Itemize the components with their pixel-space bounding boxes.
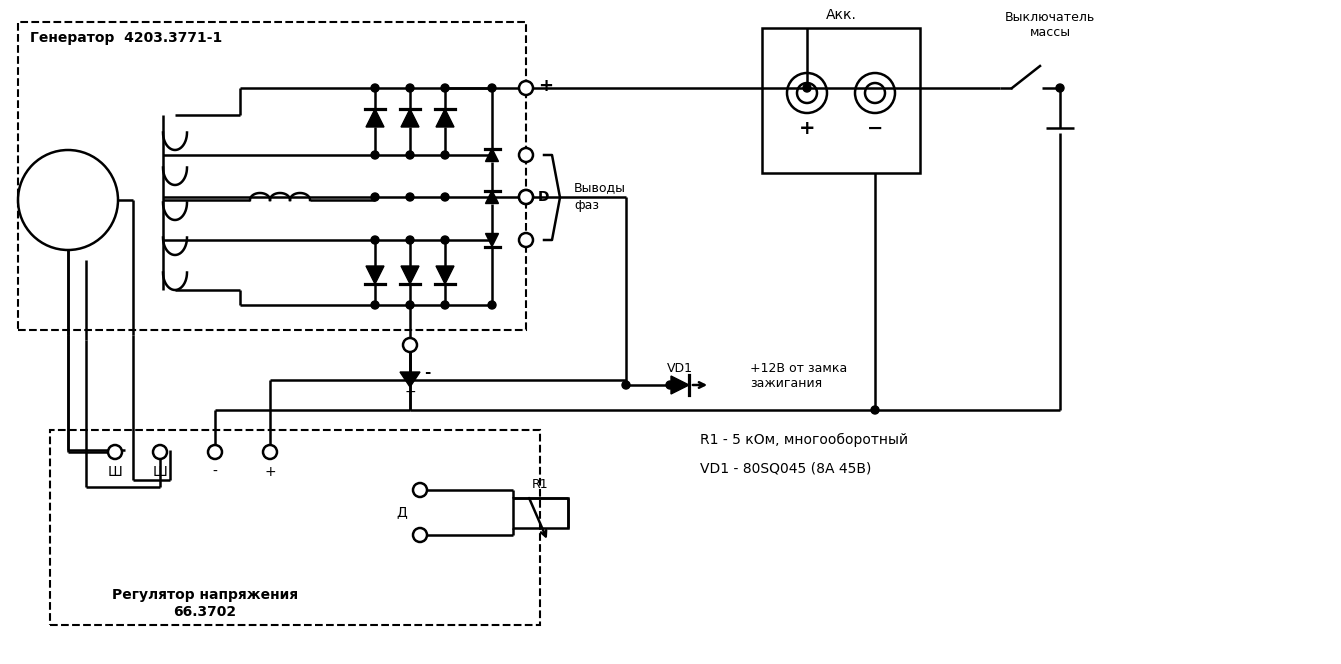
Circle shape bbox=[519, 233, 532, 247]
Circle shape bbox=[413, 483, 426, 497]
Circle shape bbox=[109, 445, 122, 459]
Circle shape bbox=[519, 190, 532, 204]
Circle shape bbox=[622, 381, 630, 389]
Text: Д: Д bbox=[397, 505, 408, 519]
Circle shape bbox=[1055, 84, 1063, 92]
Polygon shape bbox=[485, 149, 499, 161]
Circle shape bbox=[519, 81, 532, 95]
Circle shape bbox=[263, 445, 278, 459]
Text: R1 - 5 кОм, многооборотный: R1 - 5 кОм, многооборотный bbox=[700, 433, 908, 447]
Text: +: + bbox=[264, 465, 276, 479]
Circle shape bbox=[519, 190, 532, 204]
Text: +: + bbox=[799, 118, 815, 137]
Circle shape bbox=[872, 406, 878, 414]
Circle shape bbox=[406, 301, 414, 309]
Polygon shape bbox=[485, 191, 499, 203]
Circle shape bbox=[371, 151, 380, 159]
Circle shape bbox=[441, 301, 449, 309]
Text: Ш: Ш bbox=[153, 465, 168, 479]
Circle shape bbox=[488, 301, 496, 309]
Text: Выводы: Выводы bbox=[574, 181, 626, 194]
Bar bbox=[50, 430, 540, 625]
Circle shape bbox=[488, 84, 496, 92]
Polygon shape bbox=[401, 266, 418, 284]
Text: VD1 - 80SQ045 (8А 45В): VD1 - 80SQ045 (8А 45В) bbox=[700, 461, 872, 475]
Circle shape bbox=[406, 84, 414, 92]
Polygon shape bbox=[670, 376, 689, 394]
Circle shape bbox=[404, 338, 417, 352]
Circle shape bbox=[371, 236, 380, 244]
Text: R1: R1 bbox=[531, 478, 548, 491]
Text: +: + bbox=[538, 77, 552, 95]
Circle shape bbox=[371, 84, 380, 92]
Bar bbox=[762, 28, 920, 173]
Circle shape bbox=[803, 84, 811, 92]
Polygon shape bbox=[401, 109, 418, 127]
Circle shape bbox=[441, 193, 449, 201]
Text: Акк.: Акк. bbox=[826, 8, 857, 22]
Text: Ш: Ш bbox=[107, 465, 122, 479]
Polygon shape bbox=[366, 266, 384, 284]
Text: -: - bbox=[424, 365, 430, 380]
Circle shape bbox=[406, 151, 414, 159]
Polygon shape bbox=[400, 372, 420, 387]
Text: массы: массы bbox=[1030, 25, 1070, 39]
Text: 66.3702: 66.3702 bbox=[173, 605, 236, 619]
Circle shape bbox=[371, 193, 380, 201]
Polygon shape bbox=[366, 109, 384, 127]
Text: Регулятор напряжения: Регулятор напряжения bbox=[111, 588, 298, 602]
Text: +12В от замка
зажигания: +12В от замка зажигания bbox=[750, 362, 848, 390]
Text: −: − bbox=[866, 118, 884, 137]
Text: D: D bbox=[538, 190, 550, 204]
Circle shape bbox=[208, 445, 223, 459]
Text: Выключатель: Выключатель bbox=[1004, 11, 1096, 23]
Text: Генератор  4203.3771-1: Генератор 4203.3771-1 bbox=[30, 31, 223, 45]
Text: -: - bbox=[213, 465, 217, 479]
Circle shape bbox=[441, 84, 449, 92]
Circle shape bbox=[441, 151, 449, 159]
Circle shape bbox=[441, 236, 449, 244]
Circle shape bbox=[413, 528, 426, 542]
Circle shape bbox=[406, 236, 414, 244]
Circle shape bbox=[406, 193, 414, 201]
Text: фаз: фаз bbox=[574, 199, 599, 212]
Circle shape bbox=[371, 301, 380, 309]
Polygon shape bbox=[436, 266, 455, 284]
Circle shape bbox=[666, 381, 675, 389]
Bar bbox=[17, 22, 526, 330]
Polygon shape bbox=[485, 234, 499, 246]
Bar bbox=[512, 497, 567, 527]
Polygon shape bbox=[436, 109, 455, 127]
Circle shape bbox=[153, 445, 168, 459]
Text: −: − bbox=[404, 385, 416, 399]
Text: VD1: VD1 bbox=[666, 361, 693, 374]
Circle shape bbox=[519, 148, 532, 162]
